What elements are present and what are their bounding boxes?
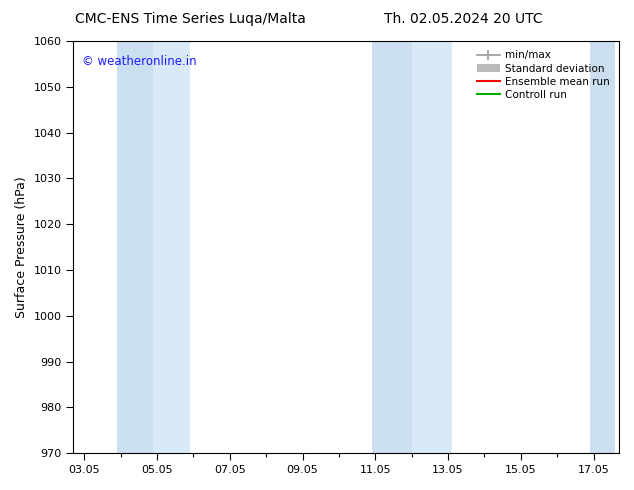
Bar — [372, 41, 411, 453]
Bar — [117, 41, 153, 453]
Text: © weatheronline.in: © weatheronline.in — [82, 55, 197, 69]
Bar — [411, 41, 451, 453]
Legend: min/max, Standard deviation, Ensemble mean run, Controll run: min/max, Standard deviation, Ensemble me… — [472, 46, 614, 104]
Bar — [590, 41, 616, 453]
Bar — [153, 41, 190, 453]
Text: Th. 02.05.2024 20 UTC: Th. 02.05.2024 20 UTC — [384, 12, 542, 26]
Text: CMC-ENS Time Series Luqa/Malta: CMC-ENS Time Series Luqa/Malta — [75, 12, 306, 26]
Y-axis label: Surface Pressure (hPa): Surface Pressure (hPa) — [15, 176, 28, 318]
